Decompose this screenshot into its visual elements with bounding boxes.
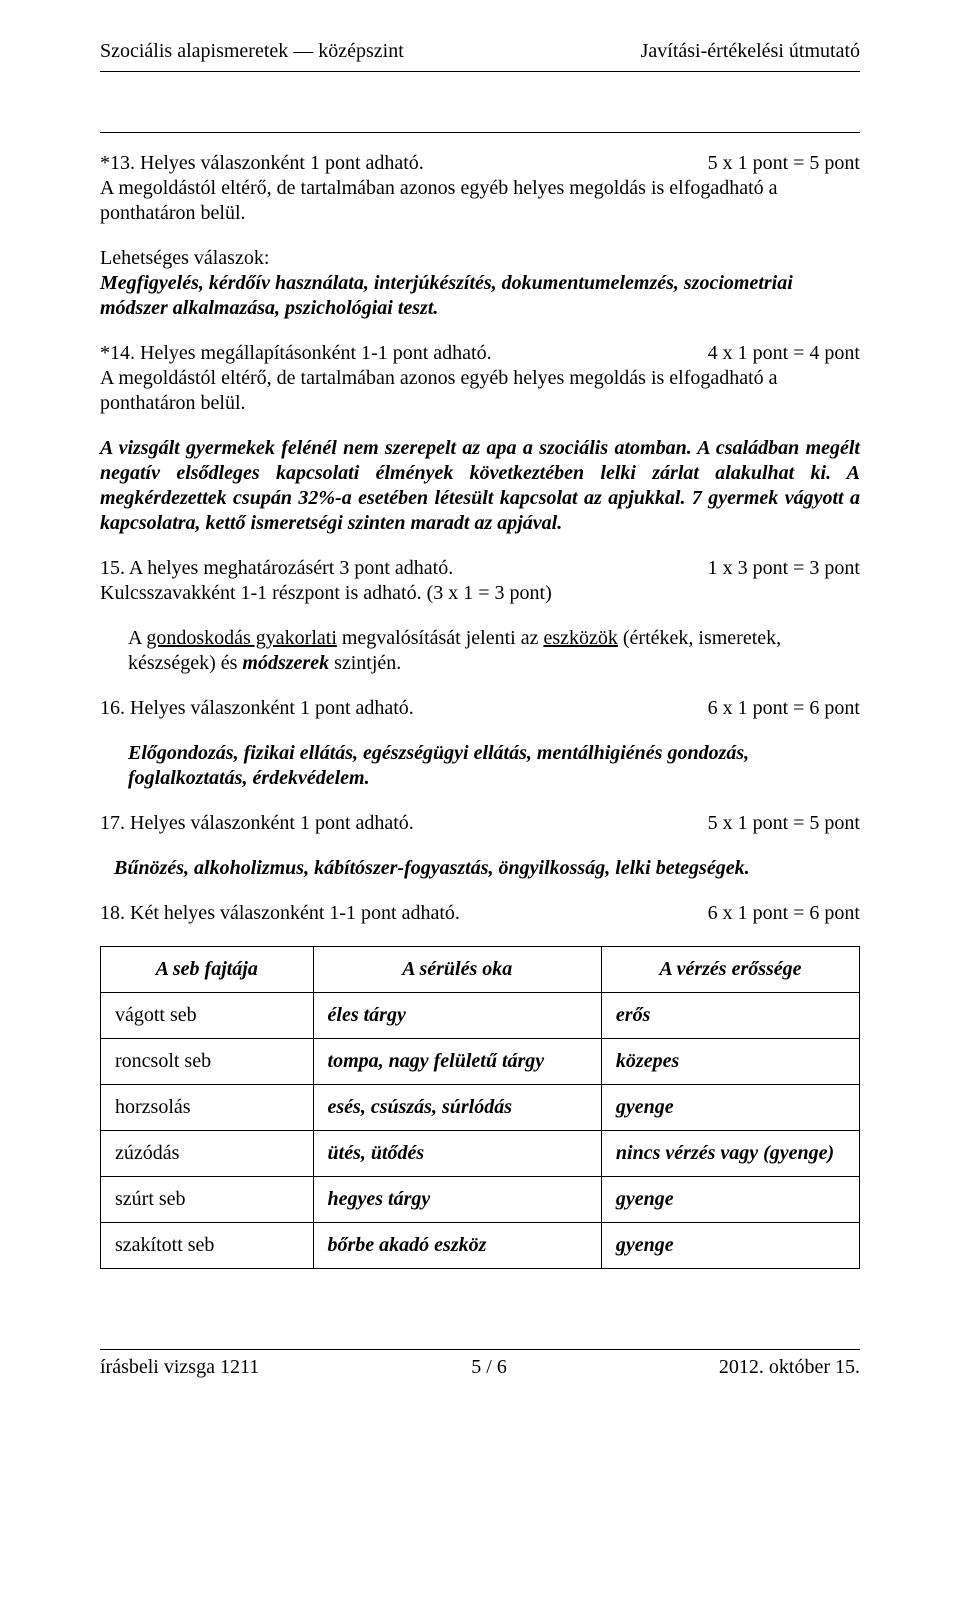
q14-note: A megoldástól eltérő, de tartalmában azo… <box>100 366 860 416</box>
wound-table: A seb fajtája A sérülés oka A vérzés erő… <box>100 946 860 1269</box>
header-rule-2 <box>100 132 860 133</box>
cell-cause: éles tárgy <box>313 993 601 1039</box>
q15-pre: A <box>128 627 146 649</box>
page-header: Szociális alapismeretek — középszint Jav… <box>100 40 860 63</box>
cell-strength: közepes <box>601 1039 859 1085</box>
cell-cause: ütés, ütődés <box>313 1131 601 1177</box>
q15-title-row: 15. A helyes meghatározásért 3 pont adha… <box>100 556 860 581</box>
cell-strength: gyenge <box>601 1177 859 1223</box>
cell-cause: bőrbe akadó eszköz <box>313 1223 601 1269</box>
body: *13. Helyes válaszonként 1 pont adható. … <box>100 151 860 1269</box>
question-15: 15. A helyes meghatározásért 3 pont adha… <box>100 556 860 606</box>
cell-type: vágott seb <box>101 993 314 1039</box>
question-17: 17. Helyes válaszonként 1 pont adható. 5… <box>100 811 860 836</box>
cell-type: horzsolás <box>101 1085 314 1131</box>
q14-points: 4 x 1 pont = 4 pont <box>708 341 860 366</box>
q13-answers-line1: Megfigyelés, kérdőív használata, interjú… <box>100 271 860 296</box>
q15-definition: A gondoskodás gyakorlati megvalósítását … <box>100 626 860 676</box>
q13-title: *13. Helyes válaszonként 1 pont adható. <box>100 151 424 176</box>
table-row: roncsolt seb tompa, nagy felületű tárgy … <box>101 1039 860 1085</box>
cell-cause: esés, csúszás, súrlódás <box>313 1085 601 1131</box>
q15-u1: gondoskodás gyakorlati <box>146 627 337 649</box>
q15-sub: Kulcsszavakként 1-1 részpont is adható. … <box>100 581 860 606</box>
question-18: 18. Két helyes válaszonként 1-1 pont adh… <box>100 901 860 926</box>
cell-strength: gyenge <box>601 1085 859 1131</box>
cell-strength: gyenge <box>601 1223 859 1269</box>
q14-title-row: *14. Helyes megállapításonként 1-1 pont … <box>100 341 860 366</box>
q15-u2: eszközök <box>543 627 617 649</box>
cell-strength: erős <box>601 993 859 1039</box>
q17-points: 5 x 1 pont = 5 pont <box>708 811 860 836</box>
th-cause: A sérülés oka <box>313 947 601 993</box>
q14-title: *14. Helyes megállapításonként 1-1 pont … <box>100 341 492 366</box>
q13-answers-line2: módszer alkalmazása, pszichológiai teszt… <box>100 296 860 321</box>
q16-points: 6 x 1 pont = 6 pont <box>708 696 860 721</box>
cell-type: roncsolt seb <box>101 1039 314 1085</box>
th-strength: A vérzés erőssége <box>601 947 859 993</box>
cell-type: szakított seb <box>101 1223 314 1269</box>
footer-row: írásbeli vizsga 1211 5 / 6 2012. október… <box>100 1356 860 1379</box>
q13-answers: Lehetséges válaszok: Megfigyelés, kérdőí… <box>100 246 860 321</box>
header-right: Javítási-értékelési útmutató <box>641 40 860 63</box>
cell-cause: hegyes tárgy <box>313 1177 601 1223</box>
footer-center: 5 / 6 <box>471 1356 507 1379</box>
cell-strength: nincs vérzés vagy (gyenge) <box>601 1131 859 1177</box>
q13-points: 5 x 1 pont = 5 pont <box>708 151 860 176</box>
q16-line1: Előgondozás, fizikai ellátás, egészségüg… <box>128 741 860 766</box>
q17-answers: Bűnözés, alkoholizmus, kábítószer-fogyas… <box>100 856 860 881</box>
q15-bi: módszerek <box>242 652 329 674</box>
q13-lead: Lehetséges válaszok: <box>100 246 860 271</box>
cell-type: szúrt seb <box>101 1177 314 1223</box>
q18-title-row: 18. Két helyes válaszonként 1-1 pont adh… <box>100 901 860 926</box>
cell-type: zúzódás <box>101 1131 314 1177</box>
table-row: horzsolás esés, csúszás, súrlódás gyenge <box>101 1085 860 1131</box>
table-header-row: A seb fajtája A sérülés oka A vérzés erő… <box>101 947 860 993</box>
footer-right: 2012. október 15. <box>719 1356 860 1379</box>
q17-title: 17. Helyes válaszonként 1 pont adható. <box>100 811 414 836</box>
table-row: szakított seb bőrbe akadó eszköz gyenge <box>101 1223 860 1269</box>
q18-points: 6 x 1 pont = 6 pont <box>708 901 860 926</box>
q17-title-row: 17. Helyes válaszonként 1 pont adható. 5… <box>100 811 860 836</box>
question-16: 16. Helyes válaszonként 1 pont adható. 6… <box>100 696 860 721</box>
cell-cause: tompa, nagy felületű tárgy <box>313 1039 601 1085</box>
q14-paragraph: A vizsgált gyermekek felénél nem szerepe… <box>100 436 860 536</box>
footer-rule <box>100 1349 860 1350</box>
th-type: A seb fajtája <box>101 947 314 993</box>
q13-title-row: *13. Helyes válaszonként 1 pont adható. … <box>100 151 860 176</box>
q16-line2: foglalkoztatás, érdekvédelem. <box>128 766 860 791</box>
page-footer: írásbeli vizsga 1211 5 / 6 2012. október… <box>100 1349 860 1379</box>
q15-after: szintjén. <box>329 652 401 674</box>
page: Szociális alapismeretek — középszint Jav… <box>100 0 860 1409</box>
question-14: *14. Helyes megállapításonként 1-1 pont … <box>100 341 860 416</box>
q15-title: 15. A helyes meghatározásért 3 pont adha… <box>100 556 453 581</box>
header-rule <box>100 71 860 72</box>
footer-left: írásbeli vizsga 1211 <box>100 1356 259 1379</box>
q15-mid1: megvalósítását jelenti az <box>337 627 544 649</box>
q16-title: 16. Helyes válaszonként 1 pont adható. <box>100 696 414 721</box>
q15-points: 1 x 3 pont = 3 pont <box>708 556 860 581</box>
q16-answers: Előgondozás, fizikai ellátás, egészségüg… <box>100 741 860 791</box>
q13-note: A megoldástól eltérő, de tartalmában azo… <box>100 176 860 226</box>
table-row: vágott seb éles tárgy erős <box>101 993 860 1039</box>
q16-title-row: 16. Helyes válaszonként 1 pont adható. 6… <box>100 696 860 721</box>
table-row: szúrt seb hegyes tárgy gyenge <box>101 1177 860 1223</box>
question-13: *13. Helyes válaszonként 1 pont adható. … <box>100 151 860 226</box>
q18-title: 18. Két helyes válaszonként 1-1 pont adh… <box>100 901 460 926</box>
table-row: zúzódás ütés, ütődés nincs vérzés vagy (… <box>101 1131 860 1177</box>
header-left: Szociális alapismeretek — középszint <box>100 40 404 63</box>
